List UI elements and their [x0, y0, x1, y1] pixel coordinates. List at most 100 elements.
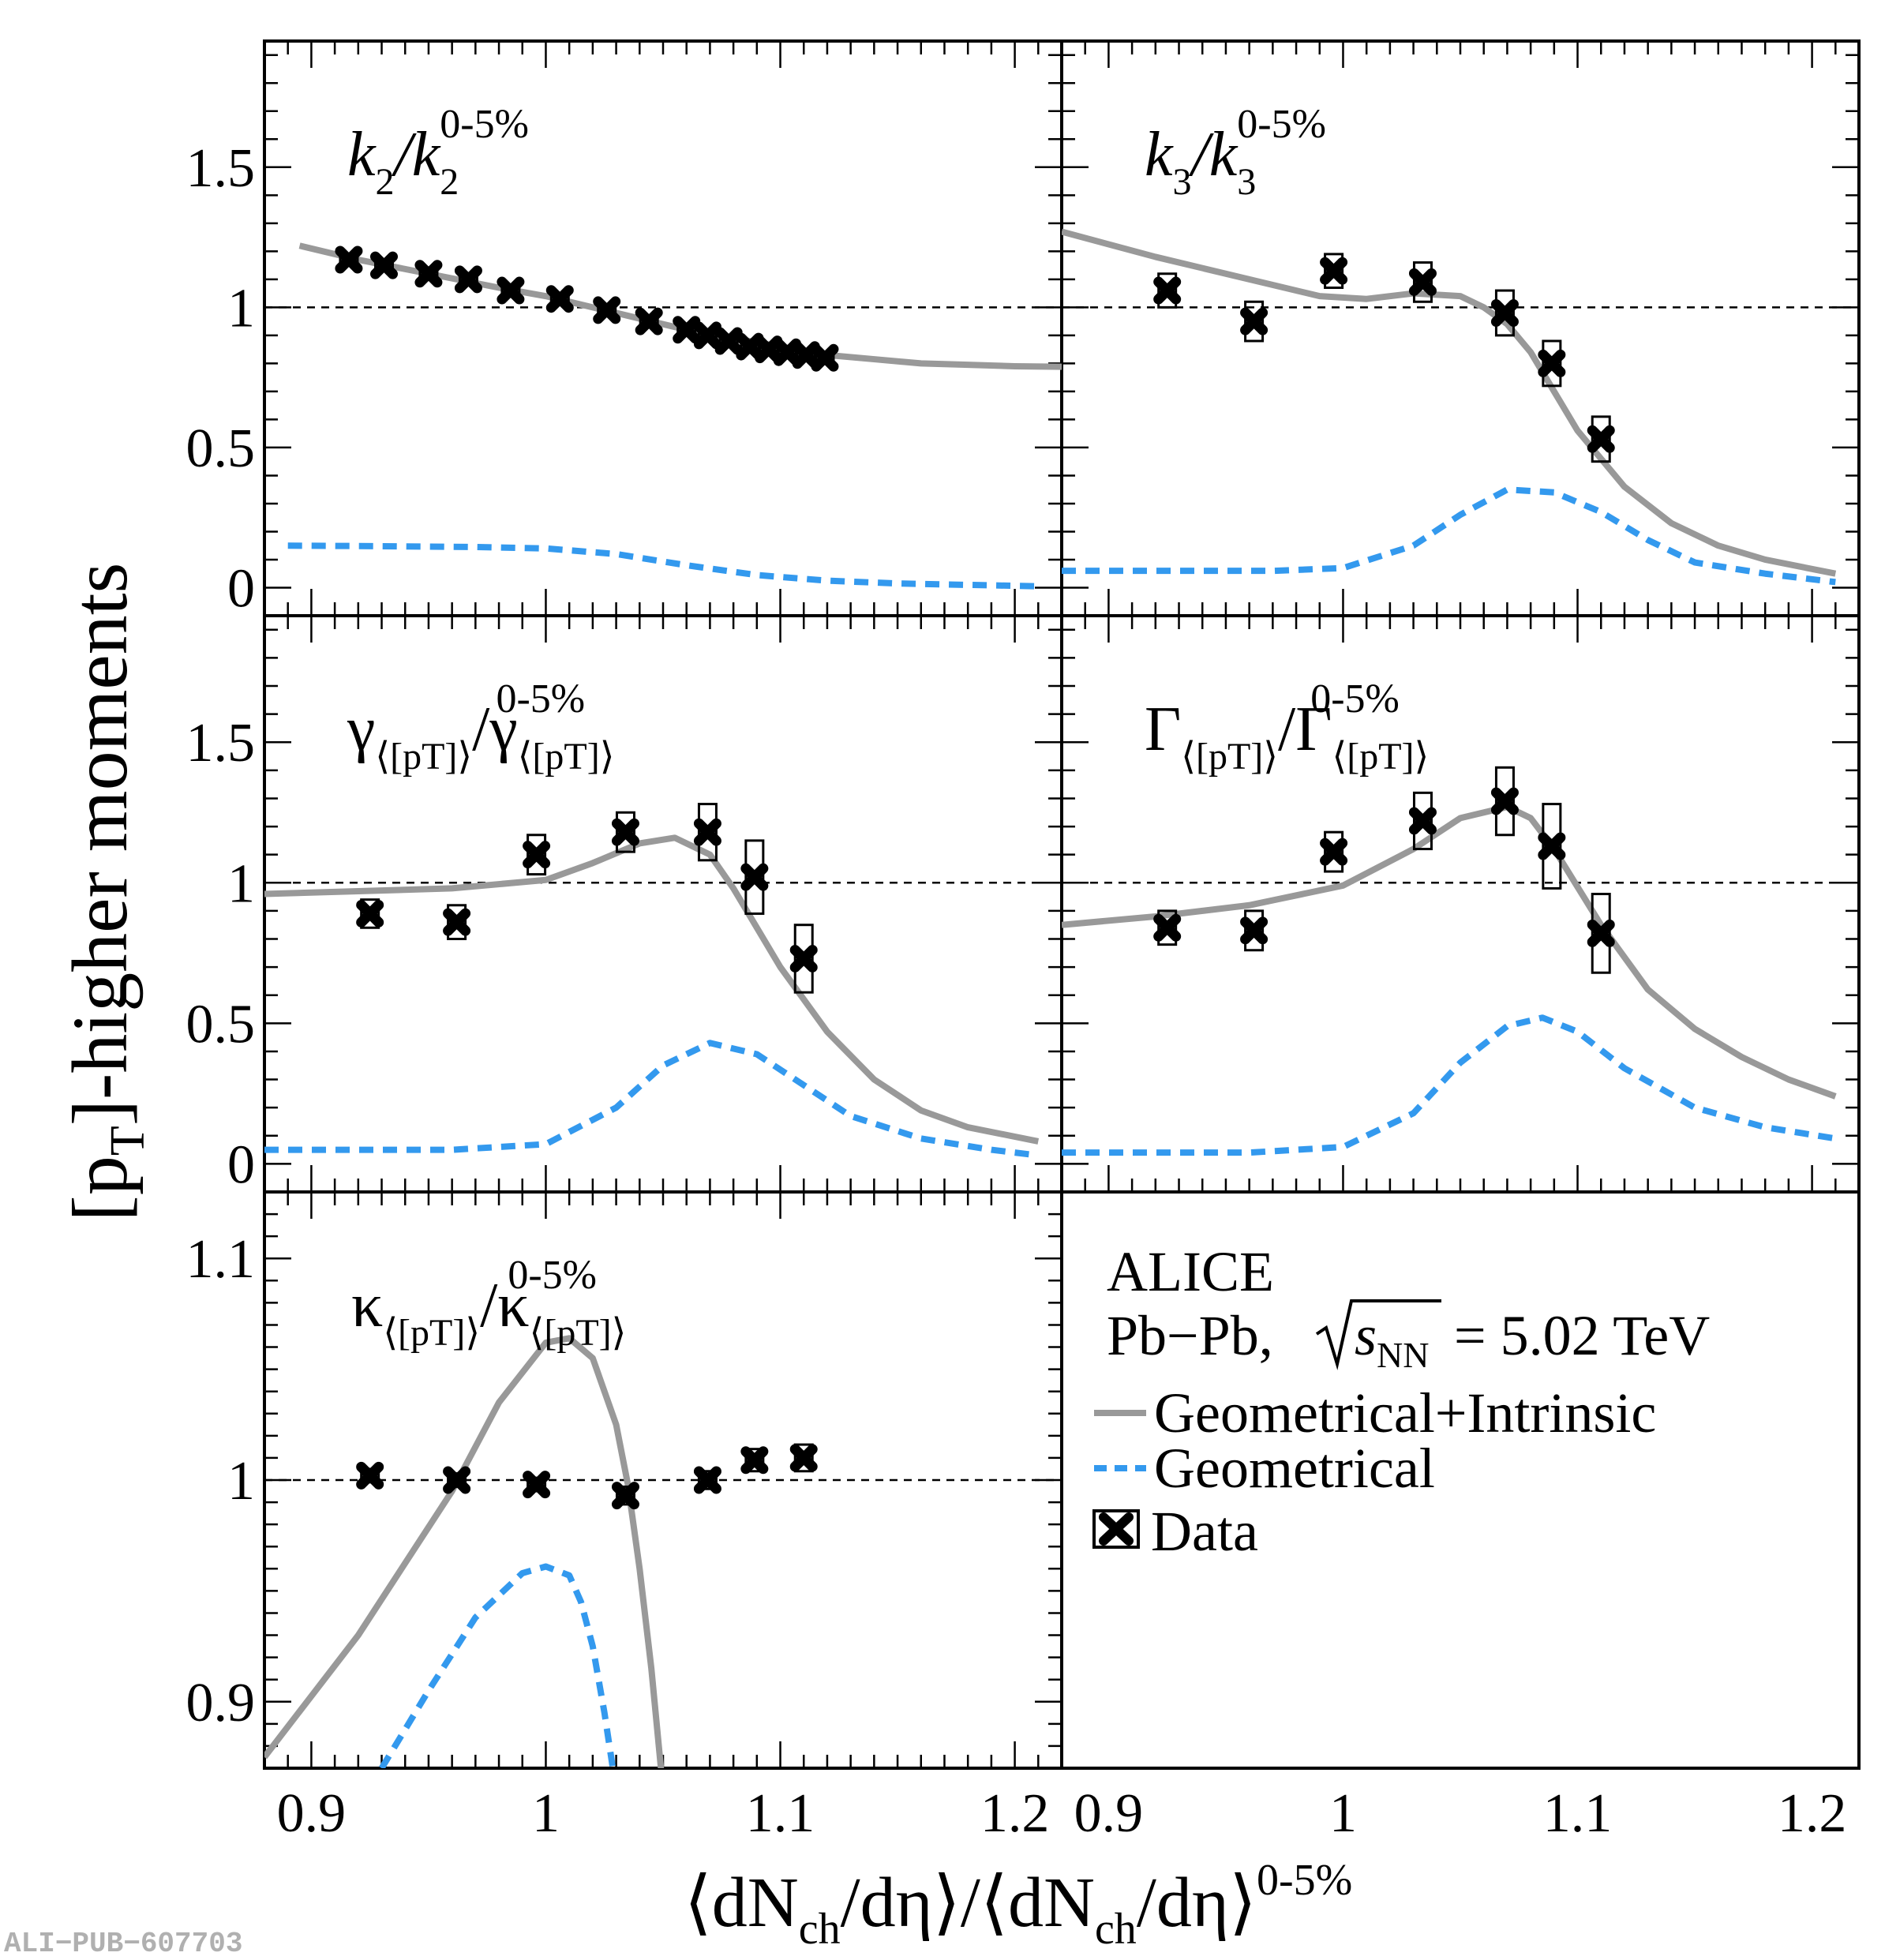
legend: ALICE Pb−Pb, sNN = 5.02 TeV Geometrical+… — [1092, 1240, 1710, 1563]
label-sup: 0-5% — [508, 1253, 597, 1298]
data-point — [1587, 425, 1615, 453]
y-tick-label: 0.5 — [186, 994, 256, 1055]
data-point — [1490, 787, 1519, 815]
data-point — [740, 1446, 769, 1475]
y-title-sub: T — [101, 1126, 155, 1156]
x-tick-label: 1 — [532, 1783, 560, 1844]
panel-label: k2/k20-5% — [347, 102, 529, 203]
data-point — [1538, 832, 1566, 860]
panel-label: k3/k30-5% — [1145, 102, 1326, 203]
svg-text:[pT]-higher moments: [pT]-higher moments — [56, 563, 155, 1222]
data-point — [1153, 913, 1182, 942]
curve-geometrical-intrinsic — [1062, 228, 1837, 577]
data-point — [1320, 257, 1348, 285]
data-sys-box — [615, 811, 635, 853]
x-title-mid: /dη⟩/⟨dN — [841, 1864, 1095, 1942]
label-main: γ — [347, 695, 375, 764]
label-sub: ⟨[pT]⟩ — [375, 736, 472, 778]
data-point — [693, 818, 721, 846]
data-point — [1408, 268, 1437, 296]
data-sys-box — [1412, 261, 1433, 303]
y-tick-label: 1.5 — [186, 138, 256, 199]
data-sys-box — [615, 1485, 635, 1506]
x-tick-label: 1.2 — [1778, 1783, 1847, 1844]
x-tick-label: 1 — [1329, 1783, 1357, 1844]
label-main: Γ — [1145, 695, 1181, 764]
data-sys-box — [744, 1448, 765, 1473]
label-sup: 0-5% — [1237, 102, 1326, 147]
data-point — [693, 1466, 721, 1494]
y-axis-title: [pT]-higher moments — [56, 563, 155, 1222]
data-point — [789, 1444, 818, 1472]
y-tick-label: 1.5 — [186, 713, 256, 774]
panel-frame-r1-c1 — [1060, 614, 1861, 1194]
data-point — [454, 265, 482, 294]
data-point — [1320, 838, 1348, 866]
data-sys-box — [1591, 893, 1611, 974]
data-point — [1153, 276, 1182, 305]
x-tick-label: 0.9 — [277, 1783, 347, 1844]
data-point — [1240, 916, 1269, 945]
curve-geometrical — [264, 1040, 1039, 1159]
curve-geometrical — [287, 542, 1039, 590]
sqrt-sign — [1315, 1299, 1441, 1370]
y-tick-label: 0.5 — [186, 418, 256, 479]
data-sys-box — [697, 1470, 718, 1490]
data-point — [1490, 298, 1519, 327]
x-axis-title: ⟨dNch/dη⟩/⟨dNch/dη⟩0-5% — [684, 1856, 1353, 1954]
data-point — [714, 327, 743, 355]
panel-k2: 00.511.5 k2/k20-5% — [186, 41, 1063, 619]
panel-k3: k3/k30-5% — [1060, 41, 1861, 617]
data-point — [789, 944, 818, 973]
data-sys-box — [1494, 289, 1515, 337]
label-den-sub: 2 — [440, 161, 459, 203]
y-tick-label: 1 — [227, 1451, 255, 1512]
label-sup: 0-5% — [1310, 676, 1400, 721]
data-point — [811, 343, 839, 372]
data-sys-box — [1157, 272, 1178, 309]
label-den-sub: ⟨[pT]⟩ — [518, 736, 615, 778]
data-sys-box — [744, 839, 765, 915]
panel-Gamma: Γ⟨[pT]⟩/Γ⟨[pT]⟩0-5% — [1060, 616, 1861, 1194]
curve-geometrical — [1062, 1014, 1836, 1156]
y-tick-label: 1.1 — [186, 1229, 256, 1290]
data-point — [523, 841, 551, 869]
x-tick-label: 1.1 — [746, 1783, 815, 1844]
data-point — [611, 1482, 639, 1510]
data-sys-box — [1157, 909, 1178, 946]
y-tick-label: 0 — [227, 558, 255, 619]
panel-frame-r0-c1 — [1060, 39, 1861, 617]
data-point — [497, 276, 525, 305]
panel-label: κ⟨[pT]⟩/κ⟨[pT]⟩0-5% — [351, 1253, 626, 1354]
label-sub: ⟨[pT]⟩ — [383, 1312, 480, 1354]
y-title-rest: ]-higher moments — [56, 563, 144, 1126]
legend-data-marker — [1099, 1512, 1134, 1546]
panel-kappa: 0.911.1κ⟨[pT]⟩/κ⟨[pT]⟩0-5% — [186, 1192, 1063, 1770]
data-point — [1538, 349, 1566, 377]
data-sys-box — [697, 803, 718, 862]
x-tick-label: 1.2 — [980, 1783, 1050, 1844]
energy-s: s — [1355, 1304, 1377, 1367]
x-tick-label: 0.9 — [1074, 1783, 1144, 1844]
curve-geometrical-intrinsic — [298, 242, 1062, 370]
plot-area — [1062, 228, 1837, 586]
panel-label: Γ⟨[pT]⟩/Γ⟨[pT]⟩0-5% — [1145, 676, 1429, 778]
data-point — [356, 899, 384, 928]
data-point — [335, 245, 363, 274]
curve-geometrical-intrinsic — [1062, 804, 1837, 1100]
data-sys-box — [1324, 830, 1344, 873]
data-sys-box — [447, 904, 467, 941]
data-point — [693, 321, 721, 350]
legend-entry-data: Data — [1151, 1500, 1258, 1563]
plot-area — [264, 1335, 818, 1768]
panel-label: γ⟨[pT]⟩/γ⟨[pT]⟩0-5% — [347, 676, 614, 778]
data-point — [370, 251, 398, 279]
label-main: k — [1145, 120, 1174, 189]
data-sys-box — [1244, 300, 1265, 343]
y-tick-label: 1 — [227, 853, 255, 914]
data-point — [611, 818, 639, 846]
label-den-sub: ⟨[pT]⟩ — [1332, 736, 1429, 778]
data-point — [414, 260, 443, 288]
legend-experiment: ALICE — [1107, 1240, 1274, 1303]
